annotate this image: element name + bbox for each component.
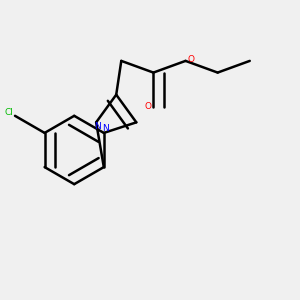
Text: N: N bbox=[94, 122, 101, 131]
Text: N: N bbox=[102, 124, 109, 133]
Text: O: O bbox=[188, 55, 194, 64]
Text: O: O bbox=[145, 102, 152, 111]
Text: Cl: Cl bbox=[4, 108, 14, 117]
